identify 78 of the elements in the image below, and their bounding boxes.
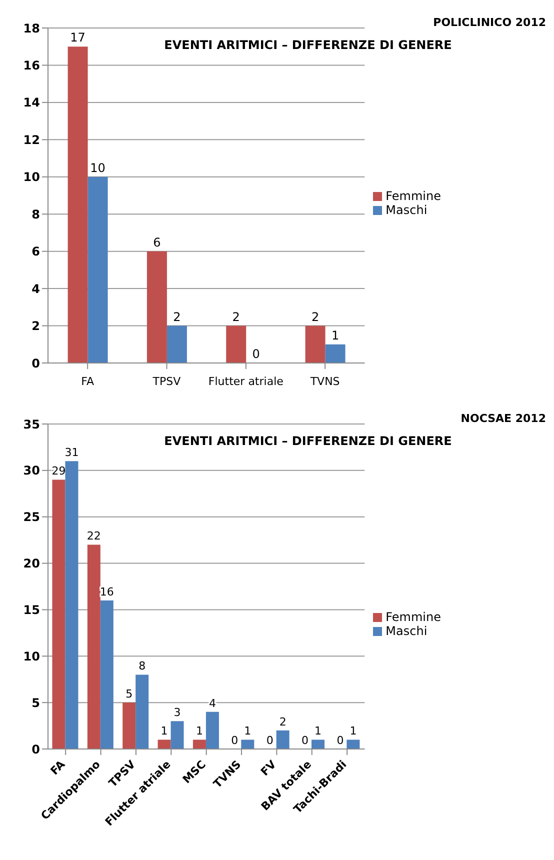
data-label: 0 [302,734,309,747]
y-tick-label: 2 [32,319,40,334]
y-tick-label: 10 [23,649,40,664]
data-label: 1 [314,724,322,738]
bar [158,740,171,749]
data-label: 1 [350,724,357,738]
bar [305,326,326,363]
data-label: 3 [174,706,181,720]
data-label: 31 [64,446,79,460]
data-label: 0 [266,734,274,747]
data-label: 1 [244,724,252,738]
data-label: 0 [252,347,260,361]
text: NOCSAE 2012 [460,412,546,425]
data-label: 1 [196,724,203,738]
bar [206,712,219,749]
bar [65,461,78,749]
y-tick-label: 16 [23,58,40,72]
bar [192,740,206,749]
data-label: 17 [70,30,86,45]
legend-label: Maschi [386,624,428,638]
y-tick-label: 20 [23,556,40,571]
y-tick-label: 4 [32,282,40,296]
bar [136,674,149,749]
bar [226,326,246,363]
legend-label: Femmine [386,189,441,203]
bar [312,740,325,749]
y-tick-label: 0 [32,356,40,370]
data-label: 8 [138,660,146,673]
data-label: 1 [160,724,168,738]
bar [276,730,290,749]
data-label: 0 [336,734,344,747]
y-tick-label: 35 [23,417,40,432]
data-label: 2 [279,715,286,728]
bar [325,344,346,363]
data-label: 29 [52,464,66,478]
data-label: 22 [86,530,101,543]
data-label: 2 [232,310,240,324]
text: POLICLINICO 2012 [433,16,546,29]
data-label: 5 [126,688,133,701]
data-label: 0 [231,734,238,747]
y-tick-label: 8 [32,207,40,222]
y-tick-label: 30 [23,464,40,478]
text: EVENTI ARITMICI – DIFFERENZE DI GENERE [163,38,453,52]
bar [100,600,114,749]
y-tick-label: 14 [23,96,40,110]
bar [346,740,360,749]
data-label: 4 [208,696,216,710]
x-tick-label: Flutter atriale [208,375,284,388]
bar [146,251,167,363]
text: EVENTI ARITMICI – DIFFERENZE DI GENERE [163,434,453,448]
data-label: 6 [153,235,161,250]
x-tick-label: FA [81,375,94,388]
y-tick-label: 6 [32,244,40,259]
bar [87,544,100,749]
bar [170,721,184,749]
y-tick-label: 10 [23,170,40,184]
x-tick-label: TPSV [152,375,182,388]
data-label: 2 [311,310,320,324]
x-tick-label: TVNS [309,375,340,388]
data-label: 1 [331,328,340,342]
x-tick-label: FV [258,758,280,778]
bar [241,740,254,749]
y-tick-label: 25 [23,510,40,524]
data-label: 2 [173,310,181,324]
bar [166,326,187,363]
bar [68,46,88,363]
data-label: 10 [90,160,106,175]
data-label: 16 [100,585,114,598]
bar [122,702,136,749]
legend-label: Femmine [386,610,441,624]
legend-label: Maschi [386,203,428,217]
y-tick-label: 5 [32,696,40,710]
bar [52,480,66,749]
y-tick-label: 18 [23,21,40,36]
y-tick-label: 15 [23,602,40,617]
bar [88,176,108,363]
y-tick-label: 12 [23,132,40,147]
y-tick-label: 0 [32,742,40,756]
